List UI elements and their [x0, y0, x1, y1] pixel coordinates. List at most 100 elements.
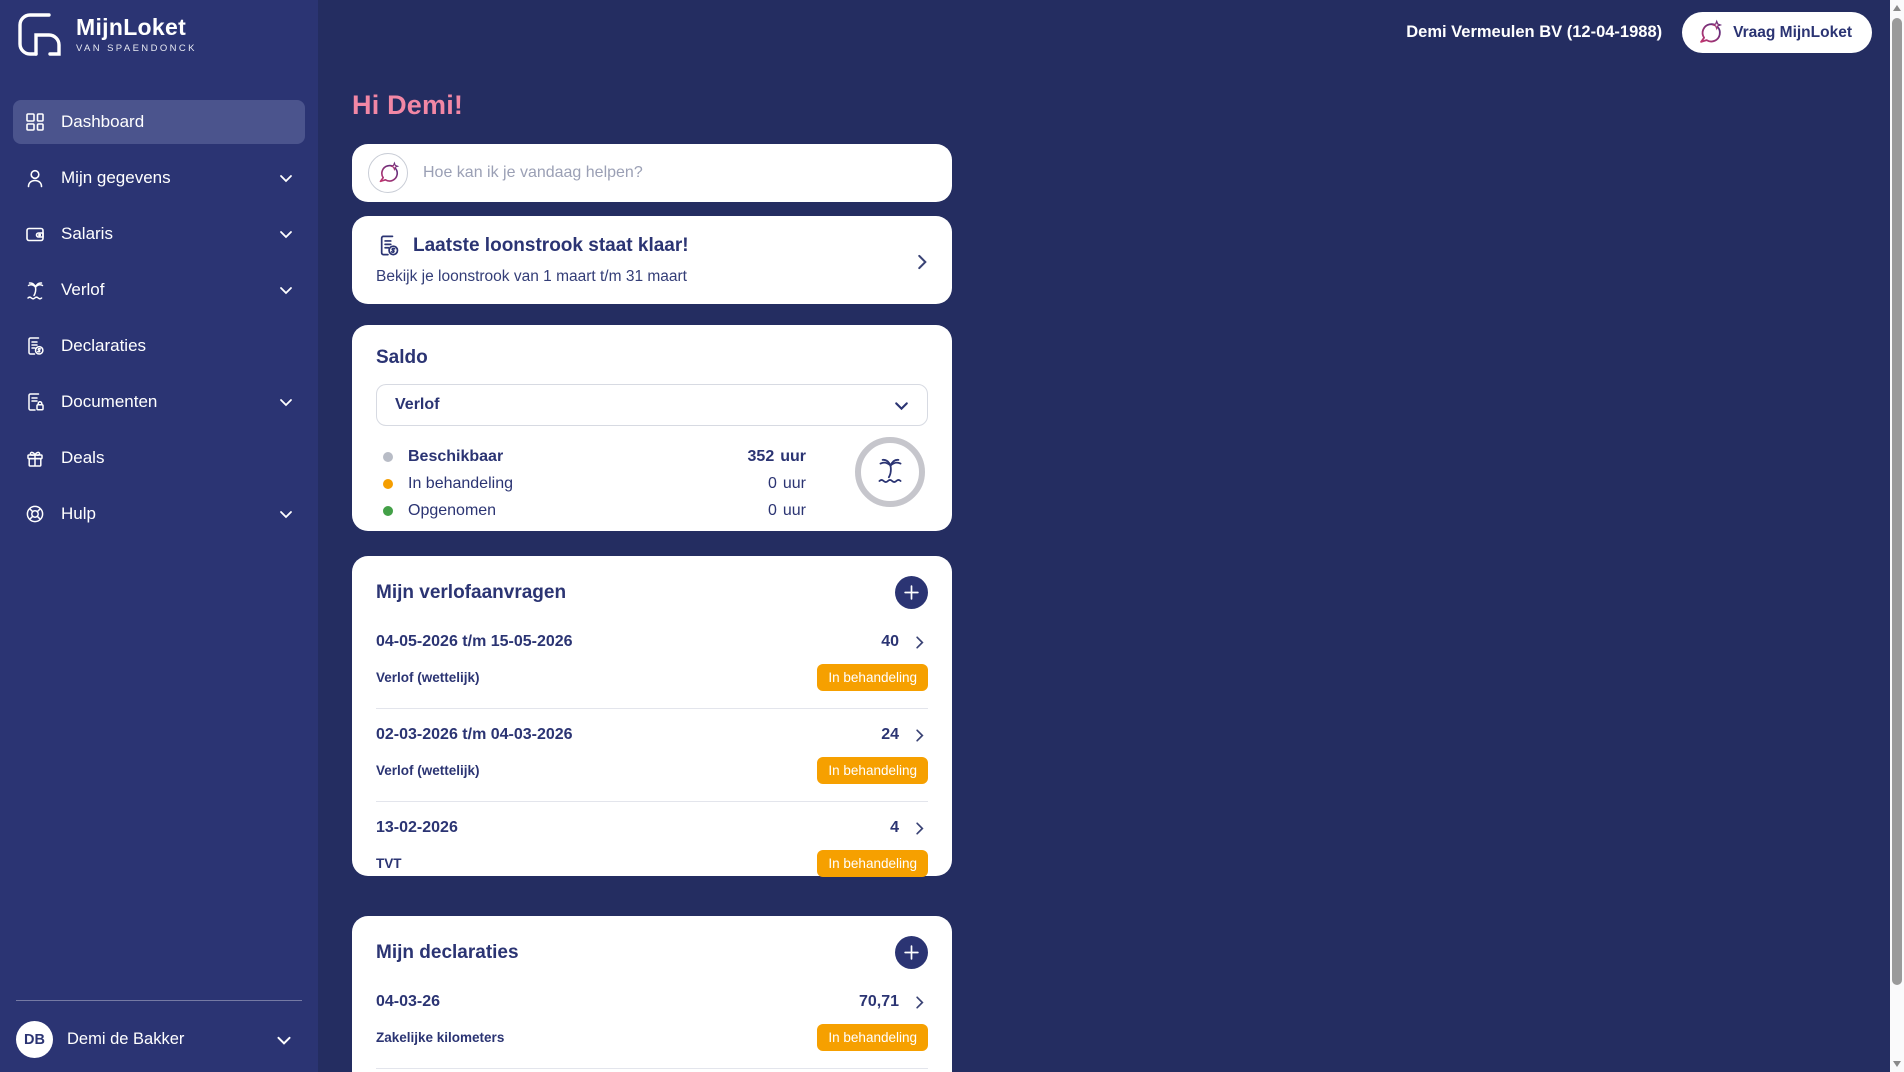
sidebar-divider: [16, 1000, 302, 1001]
leave-item-meta: TVT In behandeling: [376, 850, 928, 877]
logo: MijnLoket VAN SPAENDONCK: [0, 0, 318, 58]
company-label: Demi Vermeulen BV (12-04-1988): [1406, 23, 1663, 41]
gift-icon: [24, 447, 46, 469]
sidebar-item-documenten[interactable]: Documenten: [13, 380, 305, 424]
chat-sparkle-icon: [1696, 19, 1723, 46]
dashboard-icon: [24, 111, 46, 133]
avatar: DB: [16, 1021, 53, 1058]
saldo-row-beschikbaar: Beschikbaar 352 uur: [376, 443, 928, 470]
payslip-title: Laatste loonstrook staat klaar!: [413, 234, 689, 256]
assistant-search-card: [352, 144, 952, 202]
chevron-down-icon: [277, 505, 295, 523]
sidebar-item-declaraties[interactable]: Declaraties: [13, 324, 305, 368]
sidebar-nav: Dashboard Mijn gegevens Salaris: [0, 100, 318, 548]
chevron-down-icon: [274, 1030, 294, 1050]
chevron-right-icon: [911, 994, 928, 1011]
app-subtitle: VAN SPAENDONCK: [76, 43, 197, 54]
chevron-down-icon: [277, 225, 295, 243]
person-icon: [24, 167, 46, 189]
palm-island-badge: [855, 437, 925, 507]
expenses-card-title: Mijn declaraties: [376, 941, 519, 963]
status-dot-orange: [383, 478, 393, 489]
sidebar-item-hulp[interactable]: Hulp: [13, 492, 305, 536]
app-title: MijnLoket: [76, 14, 187, 40]
assistant-icon-circle: [368, 153, 408, 193]
assistant-search-input[interactable]: [423, 164, 936, 182]
sidebar: MijnLoket VAN SPAENDONCK Dashboard Mijn …: [0, 0, 318, 1072]
leave-requests-card: Mijn verlofaanvragen 04-05-2026 t/m 15-0…: [352, 556, 952, 877]
chevron-down-icon: [277, 393, 295, 411]
sidebar-item-label: Declaraties: [61, 336, 147, 355]
status-badge: In behandeling: [817, 1024, 928, 1051]
status-dot-gray: [383, 451, 393, 462]
sidebar-item-salaris[interactable]: Salaris: [13, 212, 305, 256]
saldo-dropdown-value: Verlof: [395, 396, 440, 413]
sidebar-item-dashboard[interactable]: Dashboard: [13, 100, 305, 144]
vraag-mijnloket-label: Vraag MijnLoket: [1733, 23, 1852, 41]
sidebar-item-verlof[interactable]: Verlof: [13, 268, 305, 312]
saldo-type-dropdown[interactable]: Verlof: [376, 384, 928, 426]
sidebar-item-label: Mijn gegevens: [61, 168, 171, 187]
scrollbar-up-arrow[interactable]: [1893, 5, 1901, 11]
scrollbar-down-arrow[interactable]: [1893, 1061, 1901, 1067]
expense-item-meta: Zakelijke kilometers In behandeling: [376, 1024, 928, 1051]
sidebar-item-mijn-gegevens[interactable]: Mijn gegevens: [13, 156, 305, 200]
palm-tree-icon: [24, 279, 46, 301]
divider: [376, 801, 928, 802]
sidebar-item-label: Hulp: [61, 504, 96, 523]
payslip-card[interactable]: Laatste loonstrook staat klaar! Bekijk j…: [352, 216, 952, 304]
chevron-right-icon: [911, 727, 928, 744]
mijnloket-logo-icon: [16, 10, 64, 58]
payslip-document-icon: [376, 233, 401, 258]
sidebar-item-label: Documenten: [61, 392, 158, 411]
saldo-row-opgenomen: Opgenomen 0 uur: [376, 497, 928, 524]
chevron-right-icon: [911, 820, 928, 837]
main-area: Demi Vermeulen BV (12-04-1988) Vraag Mij…: [318, 0, 1904, 1072]
sidebar-item-label: Salaris: [61, 224, 113, 243]
chevron-down-icon: [277, 169, 295, 187]
content-column: Hi Demi!: [352, 90, 952, 1072]
status-dot-green: [383, 505, 393, 516]
saldo-title: Saldo: [376, 347, 428, 368]
sidebar-item-label: Dashboard: [61, 112, 145, 131]
chevron-right-icon: [911, 634, 928, 651]
user-menu[interactable]: DB Demi de Bakker: [0, 1021, 318, 1058]
divider: [376, 708, 928, 709]
saldo-legend: Beschikbaar 352 uur In behandeling 0 uur O…: [376, 443, 928, 524]
wallet-icon: [24, 223, 46, 245]
chevron-down-icon: [277, 281, 295, 299]
scrollbar[interactable]: [1890, 0, 1904, 1072]
chat-sparkle-icon: [376, 161, 400, 185]
saldo-card: Saldo Verlof Beschikbaar 352 uur In behan…: [352, 325, 952, 531]
divider: [376, 1068, 928, 1069]
leave-item-meta: Verlof (wettelijk) In behandeling: [376, 664, 928, 691]
leave-item-row[interactable]: 13-02-2026 4: [376, 819, 928, 837]
leave-card-title: Mijn verlofaanvragen: [376, 581, 567, 603]
scrollbar-thumb[interactable]: [1892, 18, 1902, 985]
saldo-row-in-behandeling: In behandeling 0 uur: [376, 470, 928, 497]
sidebar-item-label: Verlof: [61, 280, 105, 299]
status-badge: In behandeling: [817, 664, 928, 691]
chevron-right-icon[interactable]: [912, 252, 932, 272]
plus-icon: [903, 584, 920, 601]
status-badge: In behandeling: [817, 850, 928, 877]
plus-icon: [903, 944, 920, 961]
sidebar-item-label: Deals: [61, 448, 105, 467]
chevron-down-icon: [892, 396, 911, 415]
page-title: Hi Demi!: [352, 90, 464, 120]
sidebar-item-deals[interactable]: Deals: [13, 436, 305, 480]
status-badge: In behandeling: [817, 757, 928, 784]
add-expense-button[interactable]: [895, 936, 928, 969]
user-name: Demi de Bakker: [67, 1030, 185, 1048]
leave-item-row[interactable]: 04-05-2026 t/m 15-05-2026 40: [376, 633, 928, 651]
expense-item-row[interactable]: 04-03-26 70,71: [376, 993, 928, 1011]
expenses-card: Mijn declaraties 04-03-26 70,71 Zakelijk…: [352, 916, 952, 1072]
sidebar-footer: DB Demi de Bakker: [0, 1000, 318, 1072]
leave-item-row[interactable]: 02-03-2026 t/m 04-03-2026 24: [376, 726, 928, 744]
vraag-mijnloket-button[interactable]: Vraag MijnLoket: [1682, 12, 1872, 53]
payslip-subtitle: Bekijk je loonstrook van 1 maart t/m 31 …: [376, 268, 687, 285]
topbar: Demi Vermeulen BV (12-04-1988) Vraag Mij…: [1406, 12, 1872, 53]
add-leave-request-button[interactable]: [895, 576, 928, 609]
help-buoy-icon: [24, 503, 46, 525]
leave-item-meta: Verlof (wettelijk) In behandeling: [376, 757, 928, 784]
